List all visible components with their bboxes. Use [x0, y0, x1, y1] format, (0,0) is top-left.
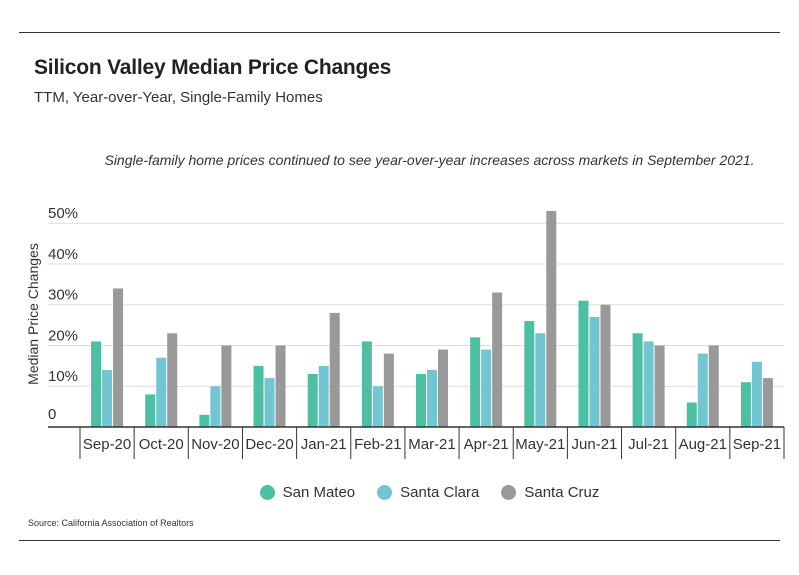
bar — [578, 300, 589, 427]
bar — [535, 333, 546, 427]
bar — [383, 353, 394, 427]
bar — [589, 316, 600, 427]
bar — [654, 345, 665, 427]
bar — [481, 349, 492, 427]
y-tick-label: 30% — [48, 287, 78, 304]
legend-label-san-mateo: San Mateo — [282, 484, 356, 501]
bar — [686, 402, 697, 427]
bar — [470, 337, 481, 427]
bar — [427, 369, 437, 427]
y-tick-label: 0 — [48, 406, 56, 423]
chart-title: Silicon Valley Median Price Changes — [34, 56, 392, 79]
legend-swatch-santa-clara — [377, 485, 393, 500]
bar — [708, 345, 719, 427]
source-note: Source: California Association of Realto… — [28, 518, 194, 528]
legend: San Mateo Santa Clara Santa Cruz — [0, 484, 799, 501]
bar — [199, 414, 210, 427]
x-tick-label: May-21 — [515, 436, 565, 453]
bar — [600, 304, 611, 427]
bar — [167, 333, 178, 427]
bar — [91, 341, 102, 427]
x-tick-label: Dec-20 — [245, 436, 293, 453]
top-rule — [19, 32, 780, 33]
bar — [253, 365, 264, 427]
chart-subtitle: TTM, Year-over-Year, Single-Family Homes — [34, 89, 323, 106]
bar — [697, 353, 708, 427]
legend-item-santa-cruz: Santa Cruz — [501, 484, 599, 501]
x-tick-label: Nov-20 — [191, 436, 239, 453]
bar — [113, 288, 124, 427]
bar — [307, 374, 318, 427]
bar — [275, 345, 286, 427]
x-tick-label: Aug-21 — [679, 436, 727, 453]
bar — [546, 211, 557, 427]
bar — [632, 333, 643, 427]
bar — [372, 386, 383, 427]
bar — [221, 345, 232, 427]
bottom-rule — [19, 540, 780, 541]
x-tick-label: Sep-20 — [83, 436, 131, 453]
bar — [492, 292, 503, 427]
y-tick-label: 20% — [48, 327, 78, 344]
x-tick-label: Jan-21 — [301, 436, 347, 453]
bar — [329, 312, 340, 427]
x-tick-label: Jul-21 — [628, 436, 669, 453]
bar — [524, 321, 535, 427]
legend-item-san-mateo: San Mateo — [259, 484, 356, 501]
x-tick-label: Mar-21 — [408, 436, 456, 453]
legend-swatch-san-mateo — [259, 485, 275, 500]
bar — [210, 386, 221, 427]
x-tick-label: Jun-21 — [572, 436, 618, 453]
x-tick-label: Sep-21 — [733, 436, 781, 453]
legend-swatch-santa-cruz — [501, 485, 517, 500]
bar — [102, 369, 113, 427]
x-tick-label: Oct-20 — [139, 436, 184, 453]
bar — [145, 394, 156, 427]
bar — [751, 361, 762, 427]
x-tick-label: Apr-21 — [464, 436, 509, 453]
bar — [361, 341, 372, 427]
bar — [264, 378, 275, 427]
chart-caption: Single-family home prices continued to s… — [104, 152, 755, 168]
bar — [643, 341, 654, 427]
y-tick-label: 40% — [48, 246, 78, 263]
legend-item-santa-clara: Santa Clara — [377, 484, 479, 501]
bar — [762, 378, 773, 427]
bar — [416, 374, 426, 427]
bar — [438, 349, 448, 427]
y-tick-label: 50% — [48, 205, 78, 222]
bar — [156, 357, 167, 427]
legend-label-santa-clara: Santa Clara — [400, 484, 480, 501]
legend-label-santa-cruz: Santa Cruz — [524, 484, 600, 501]
x-tick-label: Feb-21 — [354, 436, 402, 453]
bar — [740, 382, 751, 427]
bar — [318, 365, 329, 427]
y-tick-label: 10% — [48, 368, 78, 385]
